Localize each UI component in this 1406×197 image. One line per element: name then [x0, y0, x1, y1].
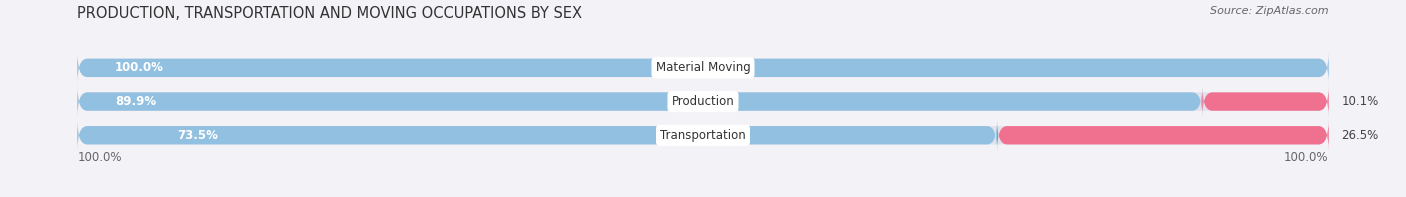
- FancyBboxPatch shape: [77, 53, 1329, 83]
- FancyBboxPatch shape: [77, 120, 1329, 151]
- Text: 100.0%: 100.0%: [1284, 151, 1329, 164]
- Text: Production: Production: [672, 95, 734, 108]
- FancyBboxPatch shape: [997, 120, 1329, 151]
- FancyBboxPatch shape: [77, 86, 1329, 117]
- Text: Transportation: Transportation: [661, 129, 745, 142]
- FancyBboxPatch shape: [77, 120, 997, 151]
- Text: 73.5%: 73.5%: [177, 129, 218, 142]
- Text: 10.1%: 10.1%: [1341, 95, 1378, 108]
- Text: Material Moving: Material Moving: [655, 61, 751, 74]
- Text: 100.0%: 100.0%: [77, 151, 122, 164]
- FancyBboxPatch shape: [77, 53, 1329, 83]
- Text: 26.5%: 26.5%: [1341, 129, 1378, 142]
- Text: 100.0%: 100.0%: [115, 61, 163, 74]
- Text: PRODUCTION, TRANSPORTATION AND MOVING OCCUPATIONS BY SEX: PRODUCTION, TRANSPORTATION AND MOVING OC…: [77, 6, 582, 21]
- Text: Source: ZipAtlas.com: Source: ZipAtlas.com: [1211, 6, 1329, 16]
- FancyBboxPatch shape: [1202, 86, 1329, 117]
- FancyBboxPatch shape: [77, 86, 1202, 117]
- Text: 89.9%: 89.9%: [115, 95, 156, 108]
